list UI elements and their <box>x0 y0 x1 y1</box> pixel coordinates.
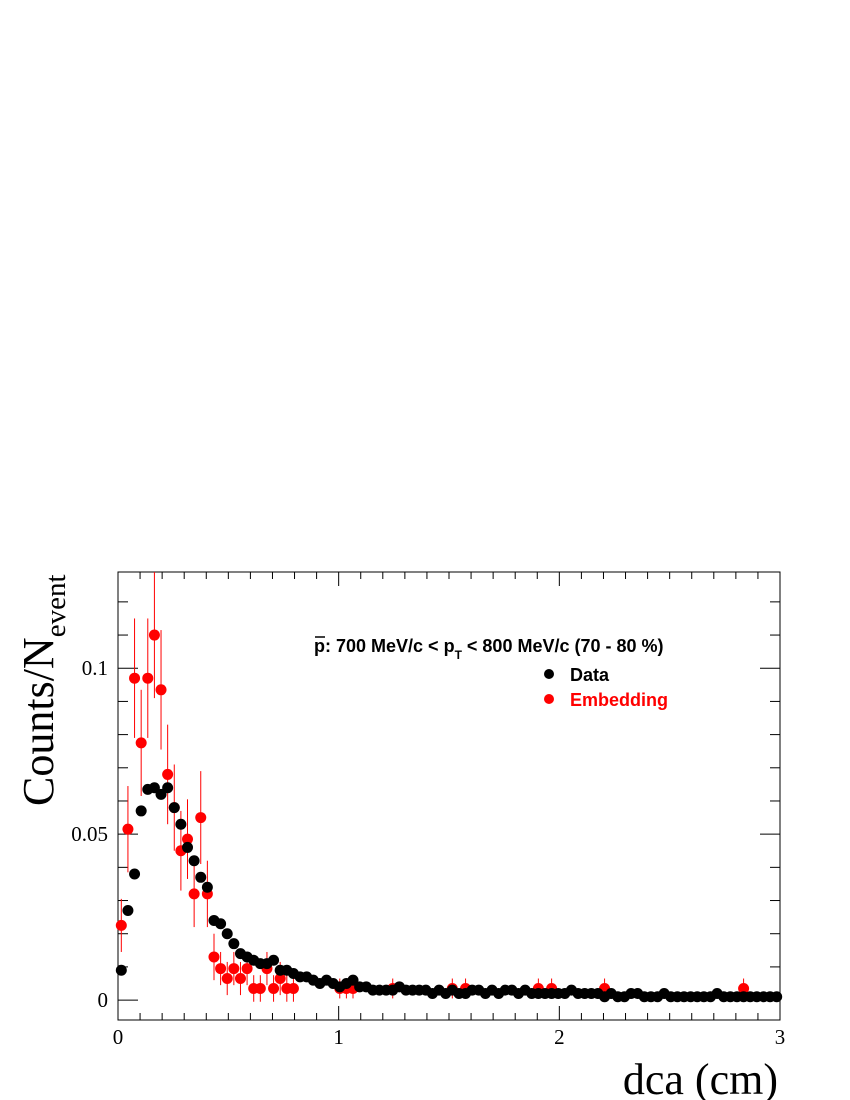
data-point <box>254 982 266 994</box>
data-point <box>215 918 227 930</box>
data-point <box>221 973 233 985</box>
data-point <box>738 982 750 994</box>
data-point <box>201 881 213 893</box>
data-point <box>142 672 154 684</box>
y-axis-label-subscript: event <box>40 574 72 637</box>
plot-annotation: p: 700 MeV/c < pT < 800 MeV/c (70 - 80 %… <box>314 636 664 662</box>
x-tick-label: 1 <box>333 1025 344 1049</box>
data-point <box>287 982 299 994</box>
data-point <box>195 812 207 824</box>
data-point <box>228 963 240 975</box>
data-point <box>234 973 246 985</box>
data-point <box>268 954 280 966</box>
data-point <box>215 963 227 975</box>
legend: Data Embedding <box>544 665 668 710</box>
annotation-subscript: T <box>455 648 463 662</box>
data-point <box>182 841 194 853</box>
data-point <box>115 964 127 976</box>
y-axis-ticks: 0 0.05 0.1 <box>71 601 780 1012</box>
data-point <box>182 833 194 845</box>
data-point <box>162 782 174 794</box>
legend-label-embedding: Embedding <box>570 690 668 710</box>
data-point <box>274 973 286 985</box>
y-tick-label: 0 <box>98 988 109 1012</box>
data-point <box>135 805 147 817</box>
data-point <box>168 802 180 814</box>
series-layer <box>115 572 783 1003</box>
data-point <box>135 737 147 749</box>
data-point <box>122 904 134 916</box>
x-tick-label: 2 <box>554 1025 565 1049</box>
x-axis-ticks: 0 1 2 3 <box>113 572 786 1049</box>
data-point <box>195 871 207 883</box>
data-point <box>155 684 167 696</box>
data-point <box>162 768 174 780</box>
annotation-particle: p <box>314 636 325 656</box>
data-point <box>188 855 200 867</box>
data-point <box>175 818 187 830</box>
legend-label-data: Data <box>570 665 610 685</box>
x-tick-label: 0 <box>113 1025 124 1049</box>
series-data <box>115 782 783 1003</box>
data-point <box>129 672 141 684</box>
x-axis-label: dca (cm) <box>623 1055 778 1100</box>
y-tick-label: 0.05 <box>71 822 108 846</box>
y-axis-label: Counts/Nevent <box>14 574 72 806</box>
data-point <box>148 629 160 641</box>
data-point <box>188 888 200 900</box>
annotation-text-after: < 800 MeV/c (70 - 80 %) <box>462 636 664 656</box>
data-point <box>241 963 253 975</box>
data-point <box>228 938 240 950</box>
data-point <box>771 991 783 1003</box>
data-point <box>115 919 127 931</box>
legend-marker-data <box>544 669 554 679</box>
data-point <box>221 928 233 940</box>
data-point <box>268 982 280 994</box>
data-point <box>129 868 141 880</box>
data-point <box>208 951 220 963</box>
annotation-text: : 700 MeV/c < p <box>325 636 455 656</box>
x-tick-label: 3 <box>775 1025 786 1049</box>
y-axis-label-main: Counts/N <box>14 637 63 806</box>
data-point <box>122 823 134 835</box>
legend-marker-embedding <box>544 694 554 704</box>
y-tick-label: 0.1 <box>82 656 108 680</box>
